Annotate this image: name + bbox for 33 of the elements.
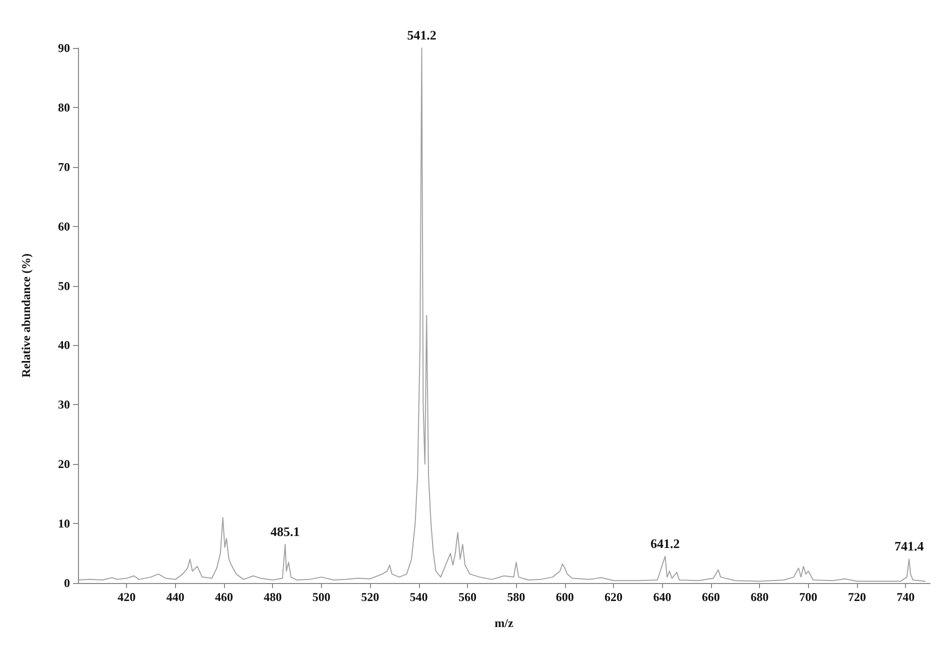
x-tick-label: 480 — [264, 590, 282, 604]
x-tick-label: 740 — [896, 590, 915, 604]
x-tick-label: 660 — [702, 590, 720, 604]
x-tick-label: 620 — [604, 590, 623, 604]
x-tick-label: 540 — [410, 590, 428, 604]
x-tick-label: 500 — [312, 590, 330, 604]
x-tick-label: 440 — [166, 590, 184, 604]
y-tick-label: 0 — [64, 576, 70, 590]
y-axis-title: Relative abundance (%) — [19, 254, 33, 378]
annotation: 485.1 — [270, 524, 300, 539]
x-tick-label: 420 — [118, 590, 136, 604]
y-tick-label: 40 — [58, 338, 70, 352]
y-tick-label: 30 — [58, 398, 70, 412]
x-axis-title: m/z — [494, 616, 514, 630]
x-tick-label: 700 — [799, 590, 818, 604]
annotation: 741.4 — [894, 538, 924, 554]
x-tick-label: 520 — [361, 590, 380, 604]
y-tick-label: 90 — [58, 41, 70, 55]
x-tick-label: 640 — [653, 590, 672, 604]
y-tick-label: 80 — [58, 100, 70, 114]
y-tick-label: 60 — [58, 219, 70, 234]
x-tick-label: 560 — [458, 590, 476, 604]
x-tick-label: 460 — [215, 590, 234, 604]
x-tick-label: 580 — [507, 590, 526, 604]
annotation: 541.2 — [407, 28, 436, 42]
x-tick-label: 720 — [848, 590, 866, 604]
y-tick-label: 10 — [58, 516, 70, 531]
y-tick-label: 50 — [58, 278, 70, 293]
x-tick-label: 600 — [556, 590, 574, 604]
annotation: 641.2 — [650, 536, 680, 551]
y-tick-label: 20 — [58, 457, 70, 472]
x-tick-label: 680 — [750, 590, 769, 604]
y-tick-label: 70 — [58, 160, 70, 174]
